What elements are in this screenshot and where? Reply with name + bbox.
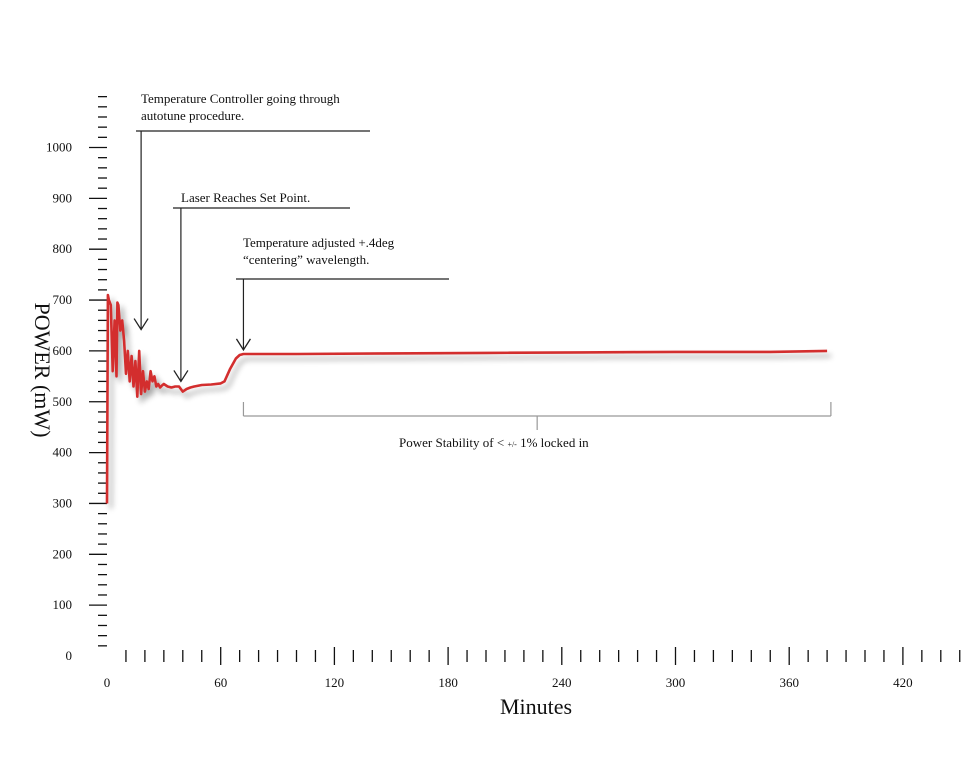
x-tick-label: 120 [325,675,345,690]
annotation-text: Laser Reaches Set Point. [181,190,310,205]
annotation-text: Temperature Controller going through [141,91,340,106]
y-tick-label: 400 [53,445,73,460]
annotation-arrow-head [133,318,149,331]
y-tick-label: 200 [53,546,73,561]
x-axis-title: Minutes [500,694,572,719]
annotation-text: “centering” wavelength. [243,252,369,267]
stability-bracket: Power Stability of < +/- 1% locked in [242,402,832,450]
bracket-label: Power Stability of < +/- 1% locked in [399,435,589,450]
x-tick-label: 360 [779,675,799,690]
chart-axes: 0 60 120 180 240 300 360 420 0 100 200 300 400 500 600… [46,66,968,690]
x-tick-label: 180 [438,675,458,690]
annotation-text: autotune procedure. [141,108,244,123]
annotation-1: Temperature Controller going through auto… [133,91,370,331]
y-tick-label: 100 [53,597,73,612]
x-tick-label: 420 [893,675,913,690]
y-axis-title: POWER (mW) [30,302,55,437]
y-tick-label: 300 [53,495,73,510]
y-tick-label: 800 [53,241,73,256]
annotations-layer: Temperature Controller going through auto… [133,91,832,450]
y-tick-label: 900 [53,190,73,205]
y-tick-label: 0 [66,648,73,663]
power-series-line [105,293,828,504]
y-tick-label: 500 [53,394,73,409]
x-tick-label: 60 [214,675,227,690]
annotation-2: Laser Reaches Set Point. [173,190,350,383]
bracket-label-prefix: Power Stability of < [399,435,507,450]
x-tick-label: 240 [552,675,572,690]
annotation-text: Temperature adjusted +.4deg [243,235,395,250]
bracket-label-plusminus: +/- [507,440,517,449]
y-tick-label: 700 [53,292,73,307]
y-tick-label: 600 [53,343,73,358]
y-tick-label: 1000 [46,140,72,155]
bracket-label-suffix: 1% locked in [517,435,589,450]
x-tick-label: 300 [666,675,686,690]
series-layer [105,293,828,504]
annotation-arrow-head [173,370,189,383]
x-tick-label: 0 [104,675,111,690]
annotation-arrow-head [235,338,251,352]
annotation-3: Temperature adjusted +.4deg “centering” w… [235,235,449,352]
